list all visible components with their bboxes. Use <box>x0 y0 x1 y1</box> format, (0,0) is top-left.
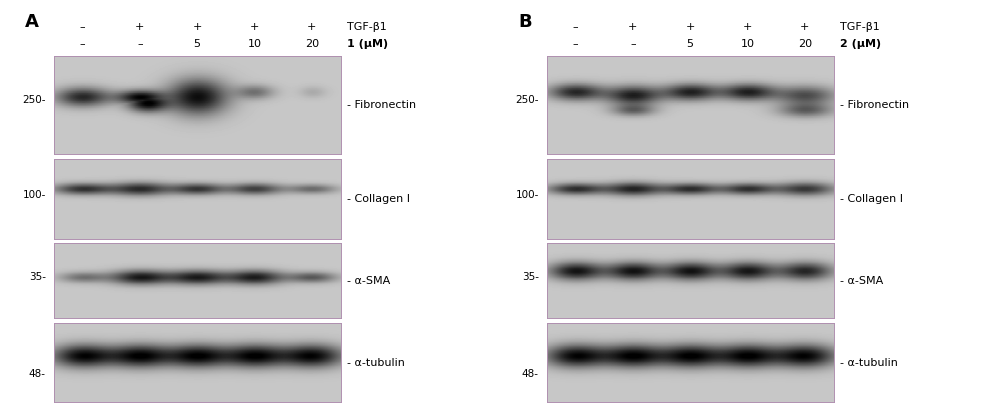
Text: - Collagen I: - Collagen I <box>347 194 410 204</box>
Text: +: + <box>685 22 695 32</box>
Text: +: + <box>628 22 638 32</box>
Text: +: + <box>800 22 810 32</box>
Text: 250-: 250- <box>515 95 539 106</box>
Text: 5: 5 <box>687 39 694 49</box>
Text: 20: 20 <box>305 39 319 49</box>
Text: - Fibronectin: - Fibronectin <box>840 100 909 111</box>
Text: 48-: 48- <box>29 369 46 379</box>
Text: –: – <box>630 39 636 49</box>
Text: 20: 20 <box>798 39 812 49</box>
Text: 2 (μM): 2 (μM) <box>840 39 881 49</box>
Text: 250-: 250- <box>22 95 46 106</box>
Text: –: – <box>137 39 143 49</box>
Text: 1 (μM): 1 (μM) <box>347 39 388 49</box>
Text: A: A <box>25 13 39 30</box>
Text: B: B <box>518 13 532 30</box>
Text: –: – <box>80 39 85 49</box>
Text: +: + <box>250 22 259 32</box>
Text: - α-tubulin: - α-tubulin <box>840 357 897 367</box>
Text: 5: 5 <box>194 39 201 49</box>
Text: 35-: 35- <box>29 272 46 282</box>
Text: 100-: 100- <box>515 190 539 200</box>
Text: –: – <box>573 22 578 32</box>
Text: TGF-β1: TGF-β1 <box>840 22 879 32</box>
Text: +: + <box>743 22 752 32</box>
Text: +: + <box>307 22 317 32</box>
Text: - α-SMA: - α-SMA <box>840 276 883 286</box>
Text: - Fibronectin: - Fibronectin <box>347 100 416 111</box>
Text: 10: 10 <box>741 39 755 49</box>
Text: 100-: 100- <box>22 190 46 200</box>
Text: TGF-β1: TGF-β1 <box>347 22 386 32</box>
Text: - α-tubulin: - α-tubulin <box>347 357 404 367</box>
Text: - α-SMA: - α-SMA <box>347 276 390 286</box>
Text: +: + <box>135 22 145 32</box>
Text: - Collagen I: - Collagen I <box>840 194 902 204</box>
Text: 48-: 48- <box>522 369 539 379</box>
Text: +: + <box>192 22 202 32</box>
Text: –: – <box>80 22 85 32</box>
Text: 35-: 35- <box>522 272 539 282</box>
Text: 10: 10 <box>248 39 262 49</box>
Text: –: – <box>573 39 578 49</box>
